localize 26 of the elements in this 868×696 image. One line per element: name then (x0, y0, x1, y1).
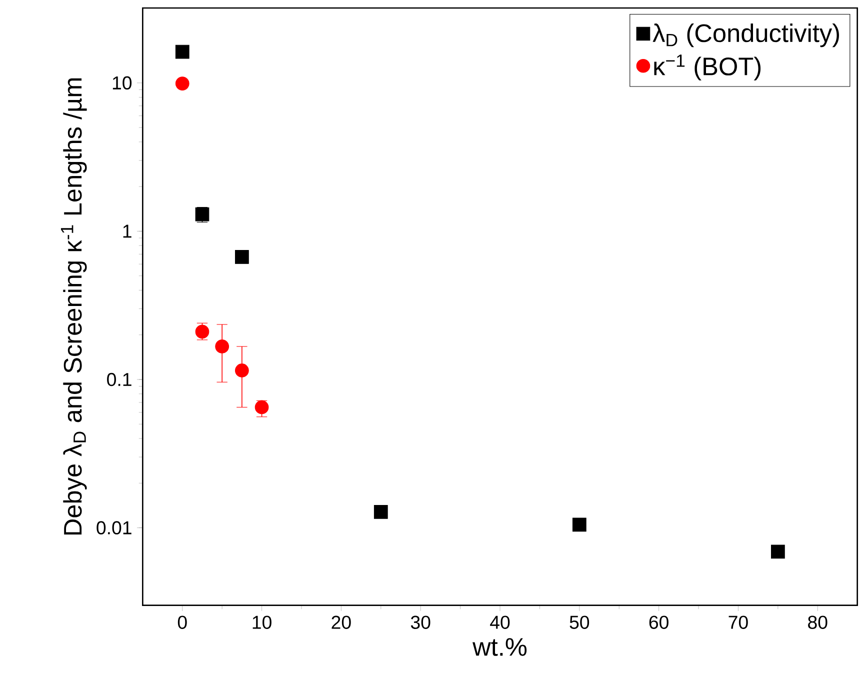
x-tick-label: 60 (649, 616, 668, 629)
x-axis-title: wt.% (472, 638, 527, 656)
point (175, 44, 190, 59)
x-tick-label: 50 (570, 616, 590, 629)
point (374, 504, 388, 519)
y-tick-label: 0.01 (96, 521, 132, 534)
x-tick-label: 40 (490, 616, 510, 629)
point (175, 76, 190, 90)
y-tick-label: 10 (112, 76, 132, 90)
y-axis-title: Debye λ$_{D}$ and Screening κ$^{-1}$ Lengths /µm (60, 78, 87, 535)
x-tick-label: 0 (178, 616, 187, 629)
y-tick-label: 1 (123, 224, 132, 238)
point (572, 518, 586, 532)
x-tick-label: 10 (252, 616, 272, 629)
point (215, 340, 230, 354)
x-tick-label: 30 (410, 616, 430, 629)
point (770, 544, 785, 559)
x-tick-label: 20 (332, 616, 351, 629)
x-tick-label: 80 (808, 616, 828, 629)
x-tick-label: 70 (728, 616, 748, 629)
point (254, 400, 269, 414)
legend-label: λ$_{D}$ (Conductivity) (652, 24, 839, 48)
y-tick-label: 0.1 (107, 372, 132, 386)
point (234, 364, 249, 378)
legend-label: κ$^{−1}$ (BOT) (654, 54, 761, 80)
point (234, 250, 249, 264)
